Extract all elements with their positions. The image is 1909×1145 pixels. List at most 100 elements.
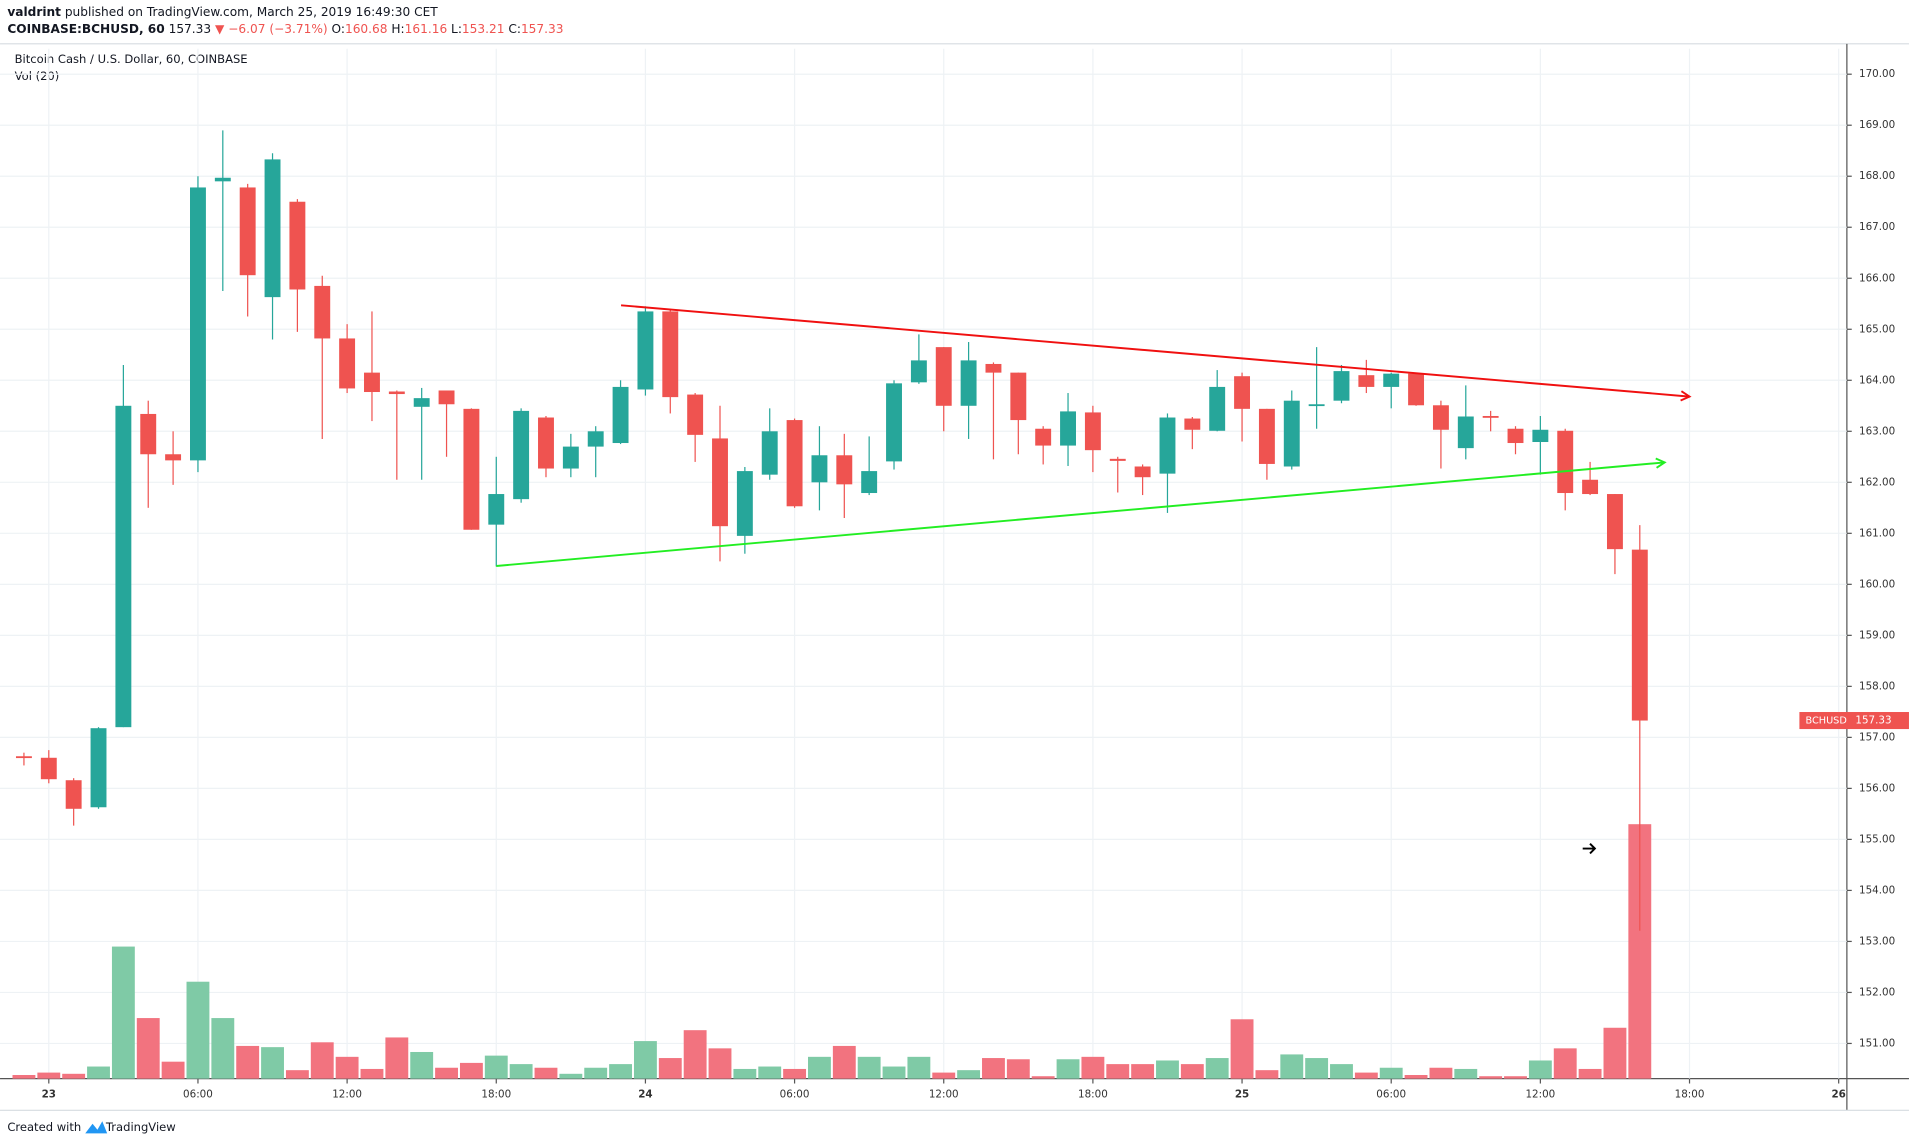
volume-bar bbox=[1628, 824, 1652, 1079]
candle-body bbox=[1606, 494, 1623, 550]
volume-bar bbox=[1106, 1064, 1130, 1079]
y-tick-label: 153.00 bbox=[1859, 935, 1895, 947]
candle-body bbox=[1383, 373, 1400, 387]
volume-bar bbox=[1081, 1056, 1105, 1079]
ohlc-label: L: bbox=[451, 22, 462, 36]
volume-bar bbox=[808, 1056, 831, 1079]
y-tick-label: 167.00 bbox=[1859, 221, 1895, 233]
volume-bar bbox=[1255, 1070, 1279, 1079]
volume-bar bbox=[1354, 1072, 1378, 1079]
candle-body bbox=[1408, 373, 1425, 406]
volume-bar bbox=[1330, 1064, 1353, 1079]
y-tick-label: 161.00 bbox=[1859, 527, 1895, 539]
candle-body bbox=[513, 410, 530, 500]
candle-body bbox=[1432, 405, 1449, 430]
volume-bar bbox=[783, 1068, 807, 1079]
volume-bar bbox=[534, 1067, 558, 1079]
candle-body bbox=[935, 347, 952, 406]
x-tick-label: 12:00 bbox=[929, 1088, 959, 1100]
author[interactable]: valdrint bbox=[7, 5, 61, 19]
marks bbox=[12, 130, 1692, 1079]
volume-bar bbox=[857, 1056, 881, 1079]
y-tick-label: 160.00 bbox=[1859, 578, 1895, 590]
candle-body bbox=[637, 311, 654, 390]
candle-body bbox=[264, 159, 281, 298]
volume-bar bbox=[87, 1066, 110, 1079]
candle-body bbox=[910, 360, 927, 383]
ohlc-value: 157.33 bbox=[521, 22, 564, 36]
candle-body bbox=[1482, 415, 1499, 418]
last-price: 157.33 bbox=[169, 22, 212, 36]
volume-bar bbox=[658, 1058, 682, 1079]
symbol-line: COINBASE:BCHUSD, 60 157.33 ▼ −6.07 (−3.7… bbox=[7, 22, 563, 36]
volume-bar bbox=[12, 1075, 36, 1079]
candle-body bbox=[1358, 375, 1375, 387]
x-tick-label: 26 bbox=[1831, 1088, 1845, 1100]
candle-body bbox=[861, 471, 878, 494]
candle-body bbox=[438, 390, 455, 405]
candle-body bbox=[413, 398, 430, 407]
candle-body bbox=[761, 431, 778, 475]
candle-body bbox=[1209, 386, 1226, 431]
ohlc-value: 160.68 bbox=[345, 22, 388, 36]
volume-bar bbox=[410, 1051, 434, 1079]
volume-bar bbox=[1504, 1076, 1527, 1079]
candle-body bbox=[214, 177, 231, 182]
volume-bar bbox=[758, 1066, 782, 1079]
x-tick-label: 06:00 bbox=[780, 1088, 810, 1100]
candle-body bbox=[314, 285, 331, 339]
y-tick-label: 154.00 bbox=[1859, 884, 1895, 896]
y-tick-label: 162.00 bbox=[1859, 476, 1895, 488]
candle-body bbox=[1631, 549, 1648, 721]
volume-bar bbox=[633, 1041, 657, 1079]
ohlc-value: 153.21 bbox=[462, 22, 505, 36]
volume-bar bbox=[1603, 1027, 1627, 1079]
brand-logo bbox=[85, 1121, 108, 1134]
y-tick-label: 158.00 bbox=[1859, 680, 1895, 692]
x-tick-label: 18:00 bbox=[1675, 1088, 1705, 1100]
candle-body bbox=[15, 756, 32, 759]
y-tick-label: 157.00 bbox=[1859, 731, 1895, 743]
y-tick-label: 155.00 bbox=[1859, 833, 1895, 845]
volume-bar bbox=[1404, 1075, 1428, 1079]
candle-body bbox=[1109, 458, 1126, 461]
candle-body bbox=[1035, 428, 1052, 446]
candle-body bbox=[1084, 412, 1101, 451]
y-tick-label: 166.00 bbox=[1859, 272, 1895, 284]
candle-body bbox=[189, 187, 206, 461]
volume-bar bbox=[360, 1068, 384, 1079]
candle-body bbox=[140, 413, 157, 455]
volume-bar bbox=[957, 1070, 981, 1079]
y-tick-label: 163.00 bbox=[1859, 425, 1895, 437]
ohlc-label: O: bbox=[332, 22, 345, 36]
ohlc-value: 161.16 bbox=[405, 22, 448, 36]
candle-body bbox=[960, 360, 977, 406]
footer-brand[interactable]: TradingView bbox=[105, 1120, 176, 1134]
volume-bar bbox=[1305, 1058, 1329, 1079]
published: published on TradingView.com, March 25, … bbox=[65, 5, 438, 19]
volume-bar bbox=[111, 946, 135, 1079]
volume-bar bbox=[1578, 1068, 1602, 1079]
candle-body bbox=[886, 383, 902, 462]
candle-body bbox=[562, 446, 579, 469]
candle-body bbox=[1532, 429, 1549, 443]
x-tick-label: 18:00 bbox=[1078, 1088, 1108, 1100]
volume-bar bbox=[1280, 1054, 1304, 1079]
candle-body bbox=[339, 338, 356, 389]
candle-body bbox=[165, 454, 182, 461]
x-tick-label: 12:00 bbox=[1525, 1088, 1555, 1100]
volume-bar bbox=[1205, 1058, 1229, 1079]
volume-bar bbox=[161, 1061, 185, 1079]
volume-bar bbox=[1379, 1067, 1403, 1079]
x-tick-label: 06:00 bbox=[183, 1088, 213, 1100]
price-tag bbox=[1799, 712, 1909, 730]
candle-body bbox=[1283, 400, 1300, 467]
volume-bar bbox=[1131, 1064, 1155, 1079]
volume-bar bbox=[261, 1047, 284, 1079]
candle-body bbox=[1234, 376, 1251, 409]
price-tag-symbol: BCHUSD bbox=[1805, 716, 1846, 727]
volume-bar bbox=[559, 1073, 583, 1079]
candle-body bbox=[836, 455, 853, 485]
candle-body bbox=[1308, 404, 1325, 407]
candle-body bbox=[786, 420, 803, 507]
